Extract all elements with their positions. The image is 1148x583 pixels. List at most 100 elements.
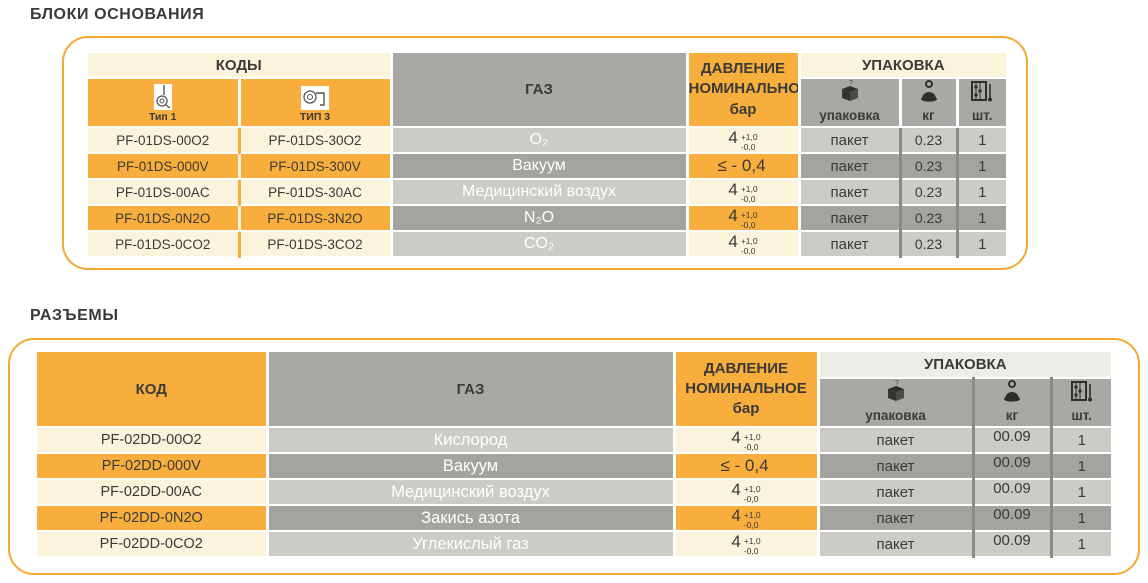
pressure-value: 4: [731, 506, 741, 526]
pressure-tolerance-minus: -0,0: [743, 545, 759, 556]
pack-cell: пакет: [799, 231, 902, 258]
packaging-group-header: УПАКОВКА: [799, 53, 1006, 79]
code-type3-cell: PF-01DS-30O2: [239, 127, 393, 154]
type1-label: Тип 1: [148, 111, 177, 123]
abacus-icon: [970, 80, 994, 107]
pack-column-header: ? упаковка: [799, 78, 902, 128]
valve-type1-icon: [153, 84, 172, 110]
header-row-groups: КОДЫ ГАЗ ДАВЛЕНИЕ НОМИНАЛЬНОЕ бар УПАКОВ…: [88, 53, 1006, 128]
pressure-tolerance-minus: -0,0: [740, 245, 756, 256]
code-type3-cell: PF-01DS-3N2O: [239, 205, 393, 232]
pressure-cell: 4 +1,0 -0,0: [687, 231, 801, 258]
kg-column-header: кг: [973, 378, 1053, 428]
pressure-tolerance-plus: +1,0: [743, 432, 761, 443]
pressure-tolerance-plus: +1,0: [743, 484, 761, 495]
pressure-tolerance: +1,0 -0,0: [740, 132, 758, 152]
base-blocks-panel: КОДЫ ГАЗ ДАВЛЕНИЕ НОМИНАЛЬНОЕ бар УПАКОВ…: [62, 36, 1028, 270]
pack-cell: пакет: [799, 127, 902, 154]
gas-cell: O₂: [391, 127, 689, 154]
pressure-cell: 4 +1,0 -0,0: [674, 427, 820, 454]
pack-cell: пакет: [818, 453, 975, 480]
weight-icon: [1002, 380, 1022, 407]
pressure-header: ДАВЛЕНИЕ НОМИНАЛЬНОЕ бар: [674, 352, 820, 428]
table-row: PF-02DD-000V Вакуум ≤ - 0,4 пакет 00.09 …: [37, 453, 1111, 480]
kg-column-header: кг: [900, 78, 959, 128]
connectors-table: КОД ГАЗ ДАВЛЕНИЕ НОМИНАЛЬНОЕ бар УПАКОВК…: [37, 352, 1111, 558]
pressure-value: 4: [728, 206, 738, 226]
gas-cell: Вакуум: [267, 453, 676, 480]
header-row-subcolumns: ? упаковка кг: [37, 378, 1111, 428]
kg-cell: 00.09: [973, 479, 1053, 506]
pcs-cell: 1: [1051, 453, 1111, 480]
table-row: PF-01DS-00O2 PF-01DS-30O2 O₂ 4 +1,0 -0,0 п…: [88, 127, 1006, 154]
pressure-tolerance-minus: -0,0: [740, 141, 756, 152]
pcs-cell: 1: [1051, 427, 1111, 454]
kg-cell: 00.09: [973, 531, 1053, 558]
section1-title: БЛОКИ ОСНОВАНИЯ: [30, 6, 205, 23]
kg-cell: 00.09: [973, 453, 1053, 480]
table-row: PF-01DS-0N2O PF-01DS-3N2O N₂O 4 +1,0 -0,0 …: [88, 205, 1006, 232]
pcs-cell: 1: [957, 153, 1006, 180]
pressure-value: 4: [728, 232, 738, 252]
table-row: PF-01DS-0CO2 PF-01DS-3CO2 CO₂ 4 +1,0 -0,0 …: [88, 231, 1006, 258]
kg-cell: 0.23: [900, 179, 959, 206]
pack-column-label: упаковка: [819, 108, 880, 123]
pressure-tolerance-minus: -0,0: [740, 193, 756, 204]
gas-cell: Медицинский воздух: [391, 179, 689, 206]
pressure-tolerance: +1,0 -0,0: [740, 184, 758, 204]
type1-column-header: Тип 1: [88, 78, 241, 128]
pressure-tolerance-plus: +1,0: [740, 132, 758, 143]
gas-cell: Закись азота: [267, 505, 676, 532]
gas-cell: Вакуум: [391, 153, 689, 180]
packaging-group-header: УПАКОВКА: [818, 352, 1111, 379]
pressure-value: 4: [731, 428, 741, 448]
kg-cell: 0.23: [900, 231, 959, 258]
table-row: PF-01DS-000V PF-01DS-300V Вакуум ≤ - 0,4…: [88, 153, 1006, 180]
package-box-icon: ?: [839, 79, 861, 107]
gas-cell: CO₂: [391, 231, 689, 258]
pressure-cell: ≤ - 0,4: [687, 153, 801, 180]
connectors-table-body: PF-02DD-00O2 Кислород 4 +1,0 -0,0 пакет 00…: [37, 427, 1111, 558]
pressure-tolerance-plus: +1,0: [740, 184, 758, 195]
table-row: PF-02DD-00O2 Кислород 4 +1,0 -0,0 пакет 00…: [37, 427, 1111, 454]
pressure-tolerance: +1,0 -0,0: [743, 432, 761, 451]
code-type1-cell: PF-01DS-00O2: [88, 127, 241, 154]
pressure-cell: ≤ - 0,4: [674, 453, 820, 480]
svg-text:?: ?: [895, 380, 899, 387]
gas-cell: Углекислый газ: [267, 531, 676, 558]
gas-cell: N₂O: [391, 205, 689, 232]
pressure-tolerance-plus: +1,0: [743, 536, 761, 547]
code-cell: PF-02DD-00O2: [37, 427, 269, 454]
codes-group-header: КОДЫ: [88, 53, 393, 79]
code-cell: PF-02DD-0CO2: [37, 531, 269, 558]
kg-cell: 0.23: [900, 153, 959, 180]
pack-cell: пакет: [799, 205, 902, 232]
kg-column-label: кг: [1005, 408, 1019, 423]
header-row-subcolumns: Тип 1 ТИП 3 ? у: [88, 78, 1006, 128]
pressure-cell: 4 +1,0 -0,0: [687, 127, 801, 154]
pressure-tolerance-plus: +1,0: [740, 236, 758, 247]
pack-cell: пакет: [818, 427, 975, 454]
pressure-tolerance-minus: -0,0: [743, 493, 759, 504]
code-type3-cell: PF-01DS-3CO2: [239, 231, 393, 258]
pressure-header-line2: НОМИНАЛЬНОЕ: [688, 80, 799, 98]
gas-header: ГАЗ: [391, 53, 689, 128]
pcs-cell: 1: [957, 179, 1006, 206]
base-blocks-table: КОДЫ ГАЗ ДАВЛЕНИЕ НОМИНАЛЬНОЕ бар УПАКОВ…: [88, 53, 1006, 258]
pressure-tolerance-plus: +1,0: [743, 510, 761, 521]
svg-text:?: ?: [849, 80, 853, 87]
code-type1-cell: PF-01DS-0N2O: [88, 205, 241, 232]
pack-cell: пакет: [799, 153, 902, 180]
pcs-cell: 1: [1051, 531, 1111, 558]
kg-cell: 0.23: [900, 205, 959, 232]
pressure-cell: 4 +1,0 -0,0: [674, 505, 820, 532]
pack-cell: пакет: [799, 179, 902, 206]
pressure-value: 4: [728, 128, 738, 148]
pressure-tolerance: +1,0 -0,0: [741, 210, 758, 229]
pcs-column-header: шт.: [1051, 378, 1111, 428]
pressure-tolerance: +1,0 -0,0: [740, 236, 758, 256]
weight-icon: [919, 80, 939, 107]
pcs-column-header: шт.: [957, 78, 1006, 128]
connectors-panel: КОД ГАЗ ДАВЛЕНИЕ НОМИНАЛЬНОЕ бар УПАКОВК…: [8, 338, 1140, 575]
pcs-column-label: шт.: [972, 108, 993, 123]
